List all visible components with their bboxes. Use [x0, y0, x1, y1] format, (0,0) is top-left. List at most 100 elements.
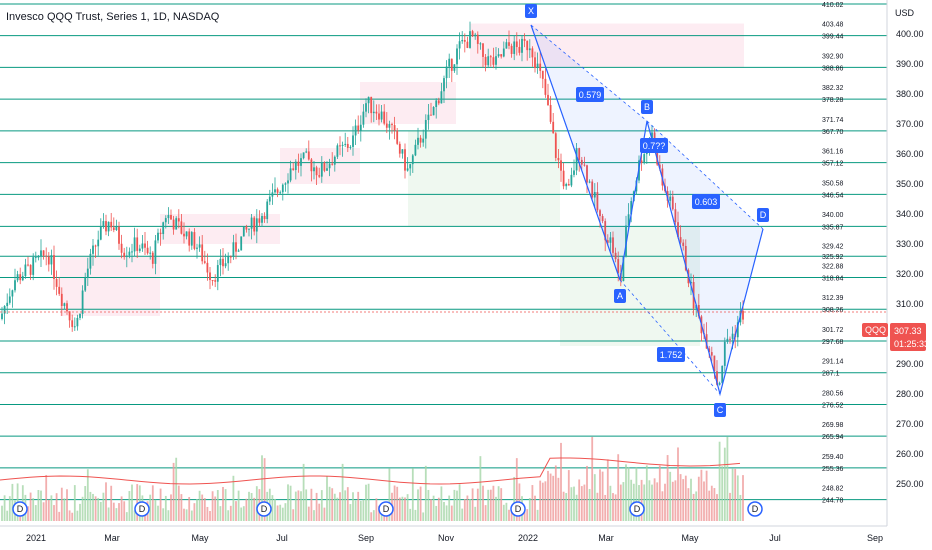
- candle-16: [42, 250, 45, 260]
- level-label-14: 340.00: [822, 212, 844, 219]
- volume-bar-190: [495, 496, 497, 521]
- candle-106: [276, 187, 279, 198]
- volume-bar-34: [89, 491, 92, 521]
- level-label-21: 308.26: [822, 307, 844, 314]
- candle-194: [505, 38, 508, 49]
- volume-bar-273: [710, 485, 713, 521]
- volume-bar-173: [450, 505, 453, 521]
- volume-bar-179: [466, 495, 469, 521]
- zone-5: [408, 130, 560, 227]
- volume-bar-211: [549, 473, 552, 521]
- candle-258: [671, 190, 674, 211]
- volume-bar-160: [417, 489, 419, 521]
- volume-bar-47: [123, 501, 126, 521]
- candle-126: [328, 158, 331, 177]
- volume-bar-96: [250, 493, 253, 521]
- volume-bar-3: [8, 496, 11, 521]
- candle-109: [284, 182, 287, 192]
- volume-bar-127: [331, 488, 334, 521]
- candle-190: [495, 47, 497, 70]
- candle-82: [214, 274, 217, 288]
- volume-bar-161: [419, 486, 422, 521]
- volume-bar-136: [354, 500, 357, 521]
- candle-200: [521, 34, 523, 62]
- volume-bar-249: [648, 480, 651, 521]
- y-tick-7: 320.00: [896, 269, 924, 279]
- volume-bar-94: [245, 498, 248, 521]
- candle-29: [76, 314, 79, 331]
- volume-bar-124: [323, 507, 326, 521]
- volume-bar-176: [458, 484, 461, 521]
- volume-bar-237: [617, 454, 620, 521]
- candle-148: [385, 112, 388, 134]
- level-label-20: 312.39: [822, 295, 844, 302]
- volume-bar-37: [97, 497, 100, 521]
- y-tick-14: 390.00: [896, 59, 924, 69]
- candle-101: [263, 212, 266, 223]
- currency-label: USD: [895, 8, 915, 18]
- pattern-point-B: B: [641, 100, 653, 114]
- pattern-point-D: D: [757, 208, 769, 222]
- volume-bar-92: [240, 507, 243, 521]
- candle-44: [115, 219, 118, 232]
- candle-188: [489, 54, 492, 67]
- volume-bar-15: [40, 490, 42, 521]
- candle-125: [326, 161, 328, 171]
- level-label-33: 244.78: [822, 498, 844, 505]
- volume-bar-230: [599, 469, 601, 521]
- candle-18: [47, 252, 50, 272]
- candle-58: [151, 250, 154, 269]
- candle-67: [175, 216, 178, 230]
- volume-bar-206: [536, 509, 539, 521]
- volume-bar-19: [50, 495, 53, 521]
- candle-46: [120, 234, 123, 259]
- volume-bar-212: [552, 475, 555, 521]
- candle-78: [203, 250, 206, 265]
- candle-10: [27, 256, 29, 267]
- volume-bar-226: [588, 488, 591, 521]
- volume-bar-209: [544, 481, 547, 521]
- x-tick-10: Sep: [867, 533, 883, 543]
- volume-bar-155: [404, 497, 406, 521]
- volume-bar-29: [76, 510, 79, 521]
- volume-bar-274: [713, 488, 716, 521]
- candle-92: [240, 236, 243, 251]
- candle-37: [97, 230, 100, 256]
- levels-layer: 410.02 403.48 399.44 392.90 388.86 382.32 378.…: [0, 2, 887, 505]
- candle-30: [79, 313, 81, 321]
- candle-120: [313, 160, 315, 180]
- candle-36: [94, 244, 97, 258]
- volume-bar-12: [32, 498, 35, 521]
- volume-bar-263: [684, 475, 687, 521]
- volume-bar-272: [708, 490, 711, 521]
- dividend-marker-3: D: [378, 501, 394, 517]
- candle-130: [339, 136, 341, 156]
- candle-53: [138, 244, 141, 253]
- level-label-4: 392.90: [822, 53, 844, 60]
- candle-215: [560, 153, 562, 182]
- candle-173: [450, 58, 453, 83]
- volume-bar-221: [575, 494, 578, 521]
- volume-bar-107: [279, 504, 282, 521]
- candle-241: [627, 203, 630, 231]
- candle-231: [601, 213, 604, 224]
- candle-47: [123, 247, 126, 260]
- candle-144: [375, 104, 378, 121]
- candle-105: [274, 177, 276, 194]
- volume-bar-86: [224, 489, 227, 521]
- candle-260: [677, 211, 679, 239]
- candle-157: [409, 163, 412, 176]
- volume-bar-196: [510, 511, 513, 521]
- volume-bar-44: [115, 508, 118, 521]
- volume-bar-202: [526, 509, 529, 521]
- candle-136: [354, 119, 357, 146]
- volume-bar-152: [396, 486, 399, 521]
- candle-118: [307, 140, 310, 161]
- candle-135: [352, 126, 354, 156]
- candle-56: [146, 240, 149, 255]
- volume-bar-183: [476, 488, 479, 521]
- svg-text:D: D: [752, 504, 759, 514]
- candle-65: [170, 209, 172, 220]
- harmonic-xab-fill: [531, 25, 647, 280]
